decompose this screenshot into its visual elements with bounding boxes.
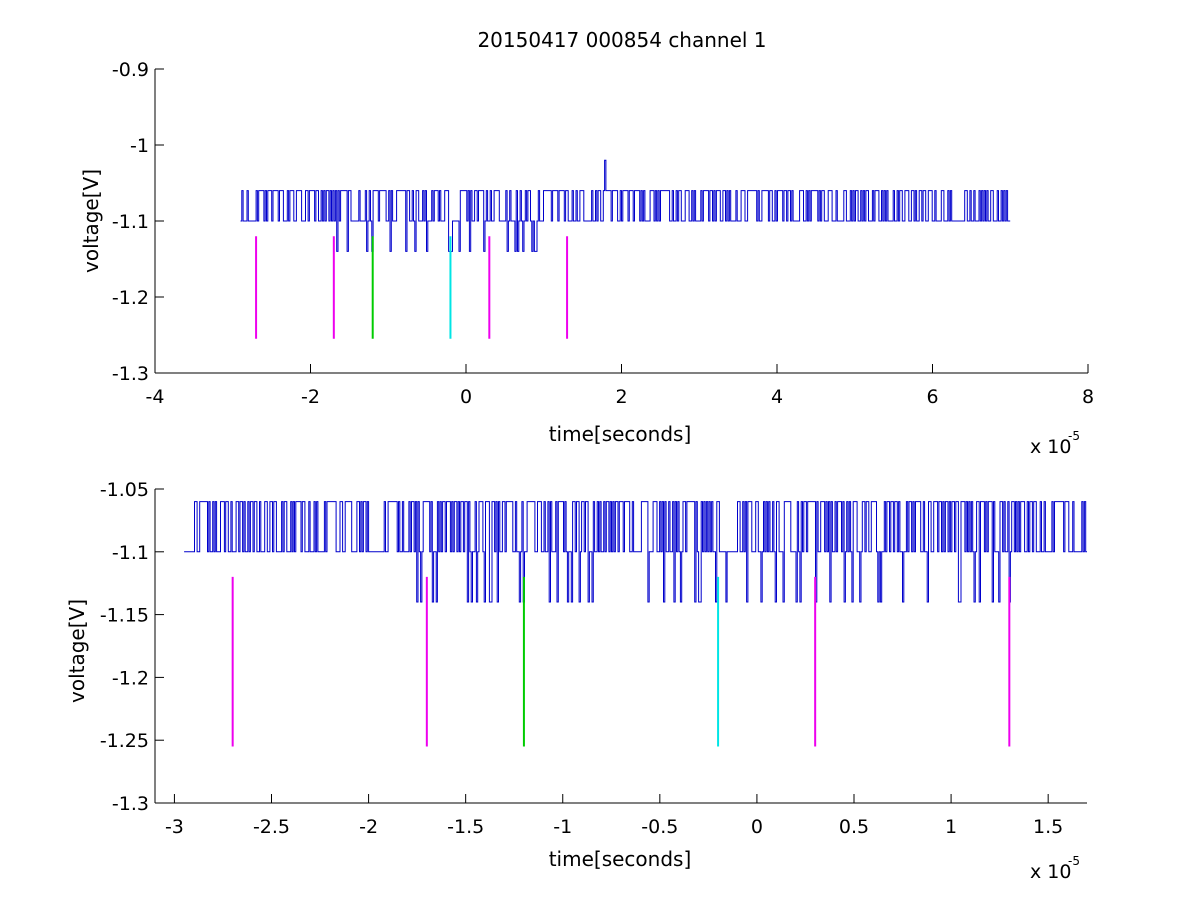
y-tick-label: -1.3: [112, 363, 149, 385]
bottom-x-multiplier-exponent: -5: [1068, 854, 1080, 868]
y-tick-label: -1.1: [112, 542, 149, 564]
top-x-axis-label: time[seconds]: [549, 422, 692, 446]
y-tick-label: -1.15: [100, 605, 149, 627]
y-tick-label: -1.1: [112, 211, 149, 233]
x-tick-label: -2: [359, 816, 378, 838]
bottom-x-ticks: -3 -2.5 -2 -1.5 -1 -0.5 0 0.5 1 1.5: [165, 794, 1063, 838]
x-tick-label: 2: [615, 386, 627, 408]
top-marker-group: [255, 236, 569, 339]
bottom-trace-group: [184, 501, 1087, 603]
bottom-axes: [154, 489, 1087, 804]
y-tick-label: -1.05: [100, 479, 149, 501]
plot-title: 20150417 000854 channel 1: [477, 28, 766, 52]
top-plot-panel: 20150417 000854 channel 1 -4 -2 0 2 4 6 8 -1.3…: [79, 28, 1094, 458]
top-trace-group: [240, 159, 1011, 252]
bottom-x-multiplier-base: x 10: [1030, 861, 1071, 883]
x-tick-label: 1: [945, 816, 957, 838]
x-tick-label: -4: [146, 386, 165, 408]
x-tick-label: -1: [553, 816, 572, 838]
bottom-y-axis-label: voltage[V]: [65, 599, 89, 703]
top-x-multiplier-exponent: -5: [1068, 429, 1080, 443]
x-tick-label: 8: [1082, 386, 1094, 408]
voltage-trace-line: [184, 501, 1087, 603]
x-tick-label: 4: [771, 386, 783, 408]
bottom-y-ticks: -1.3 -1.25 -1.2 -1.15 -1.1 -1.05: [100, 479, 164, 815]
y-tick-label: -1.25: [100, 730, 149, 752]
y-tick-label: -1.2: [112, 287, 149, 309]
top-y-axis-label: voltage[V]: [79, 169, 103, 273]
x-tick-label: 1.5: [1033, 816, 1063, 838]
y-tick-label: -1.2: [112, 667, 149, 689]
y-tick-label: -1: [130, 135, 149, 157]
top-x-multiplier-base: x 10: [1030, 436, 1071, 458]
x-tick-label: -2.5: [253, 816, 290, 838]
x-tick-label: -2: [301, 386, 320, 408]
x-tick-label: 0: [460, 386, 472, 408]
x-tick-label: -0.5: [641, 816, 678, 838]
x-tick-label: 0: [751, 816, 763, 838]
bottom-marker-group: [231, 576, 1011, 747]
y-tick-label: -1.3: [112, 793, 149, 815]
top-x-ticks: -4 -2 0 2 4 6 8: [146, 364, 1094, 408]
x-tick-label: -3: [165, 816, 184, 838]
bottom-x-axis-label: time[seconds]: [549, 847, 692, 871]
x-tick-label: -1.5: [447, 816, 484, 838]
voltage-trace-line: [240, 159, 1011, 252]
x-tick-label: 0.5: [839, 816, 869, 838]
x-tick-label: 6: [926, 386, 938, 408]
top-y-ticks: -1.3 -1.2 -1.1 -1 -0.9: [112, 59, 164, 385]
y-tick-label: -0.9: [112, 59, 149, 81]
bottom-plot-panel: -3 -2.5 -2 -1.5 -1 -0.5 0 0.5 1 1.5 -1.3 -1.25 -1.2…: [65, 479, 1087, 883]
